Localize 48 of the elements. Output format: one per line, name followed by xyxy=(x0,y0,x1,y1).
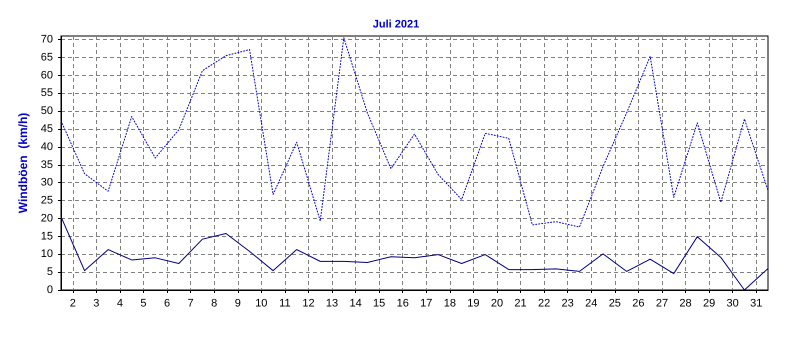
y-tick-label: 55 xyxy=(40,87,53,100)
y-tick-label: 65 xyxy=(40,51,53,64)
y-tick-label: 25 xyxy=(40,194,53,207)
x-tick-label: 21 xyxy=(514,298,527,310)
x-tick-label: 2 xyxy=(70,298,76,310)
y-tick-label: 5 xyxy=(46,266,53,278)
y-tick-label: 50 xyxy=(40,105,53,118)
x-tick-label: 9 xyxy=(234,298,241,310)
x-tick-label: 30 xyxy=(726,298,739,310)
x-tick-label: 29 xyxy=(702,298,716,310)
x-tick-label: 12 xyxy=(302,298,315,310)
x-tick-label: 19 xyxy=(467,298,480,310)
x-tick-label: 17 xyxy=(420,298,432,310)
x-tick-label: 31 xyxy=(750,298,762,310)
y-tick-label: 45 xyxy=(40,123,53,136)
y-tick-label: 30 xyxy=(40,176,53,189)
x-tick-label: 4 xyxy=(116,298,123,310)
y-axis-title: Windböen (km/h) xyxy=(16,112,30,214)
x-tick-label: 10 xyxy=(255,298,268,310)
x-tick-label: 6 xyxy=(164,298,170,310)
x-tick-label: 5 xyxy=(140,298,147,310)
x-tick-label: 14 xyxy=(349,298,362,310)
x-tick-label: 27 xyxy=(656,298,668,310)
y-tick-label: 0 xyxy=(46,284,53,296)
chart-title: Juli 2021 xyxy=(372,18,420,30)
x-tick-label: 15 xyxy=(373,298,386,310)
x-tick-label: 26 xyxy=(632,298,645,310)
x-tick-label: 8 xyxy=(211,298,218,310)
x-tick-label: 3 xyxy=(93,298,100,310)
x-tick-label: 22 xyxy=(538,298,550,310)
y-tick-label: 10 xyxy=(40,248,53,260)
y-tick-label: 20 xyxy=(40,212,53,224)
y-tick-label: 40 xyxy=(40,140,53,153)
x-tick-label: 28 xyxy=(679,298,692,310)
y-tick-label: 35 xyxy=(40,158,53,171)
x-tick-label: 11 xyxy=(279,298,291,310)
line-series xyxy=(60,37,768,228)
x-tick-label: 20 xyxy=(490,298,504,310)
y-tick-label: 15 xyxy=(40,230,53,242)
x-tick-label: 16 xyxy=(396,298,409,310)
y-tick-label: 70 xyxy=(40,34,53,46)
x-tick-label: 7 xyxy=(188,298,194,310)
y-tick-label: 60 xyxy=(40,69,53,82)
x-tick-label: 13 xyxy=(326,298,338,310)
x-tick-label: 25 xyxy=(608,298,621,310)
x-tick-label: 24 xyxy=(585,298,598,310)
x-tick-label: 23 xyxy=(562,298,574,310)
x-tick-label: 18 xyxy=(444,298,456,310)
